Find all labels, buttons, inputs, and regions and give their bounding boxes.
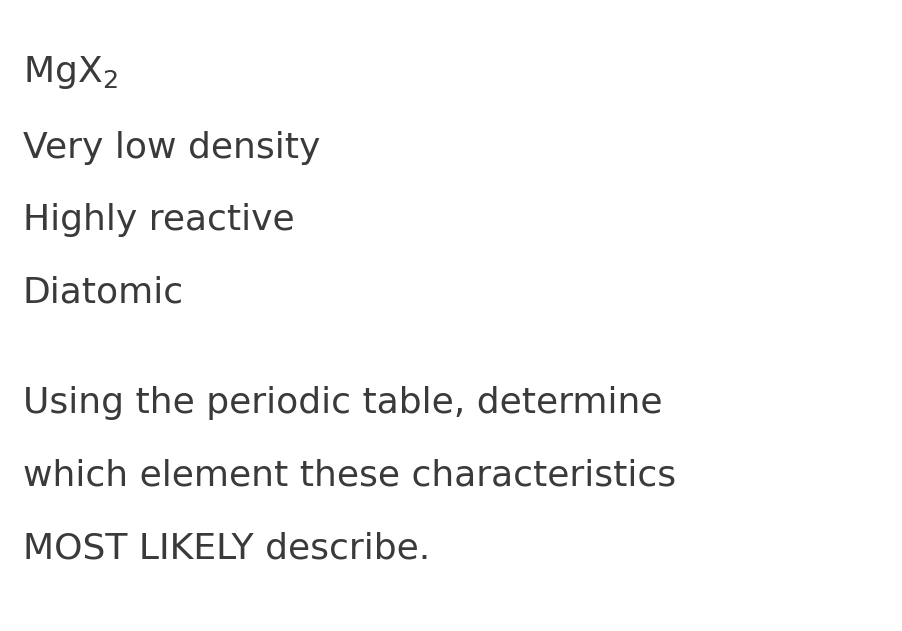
Text: Using the periodic table, determine: Using the periodic table, determine [23, 386, 662, 420]
Text: Highly reactive: Highly reactive [23, 203, 294, 237]
Text: Very low density: Very low density [23, 131, 320, 165]
Text: MOST LIKELY describe.: MOST LIKELY describe. [23, 531, 429, 565]
Text: which element these characteristics: which element these characteristics [23, 459, 676, 493]
Text: Diatomic: Diatomic [23, 276, 184, 310]
Text: $\mathregular{MgX_2}$: $\mathregular{MgX_2}$ [23, 54, 117, 91]
